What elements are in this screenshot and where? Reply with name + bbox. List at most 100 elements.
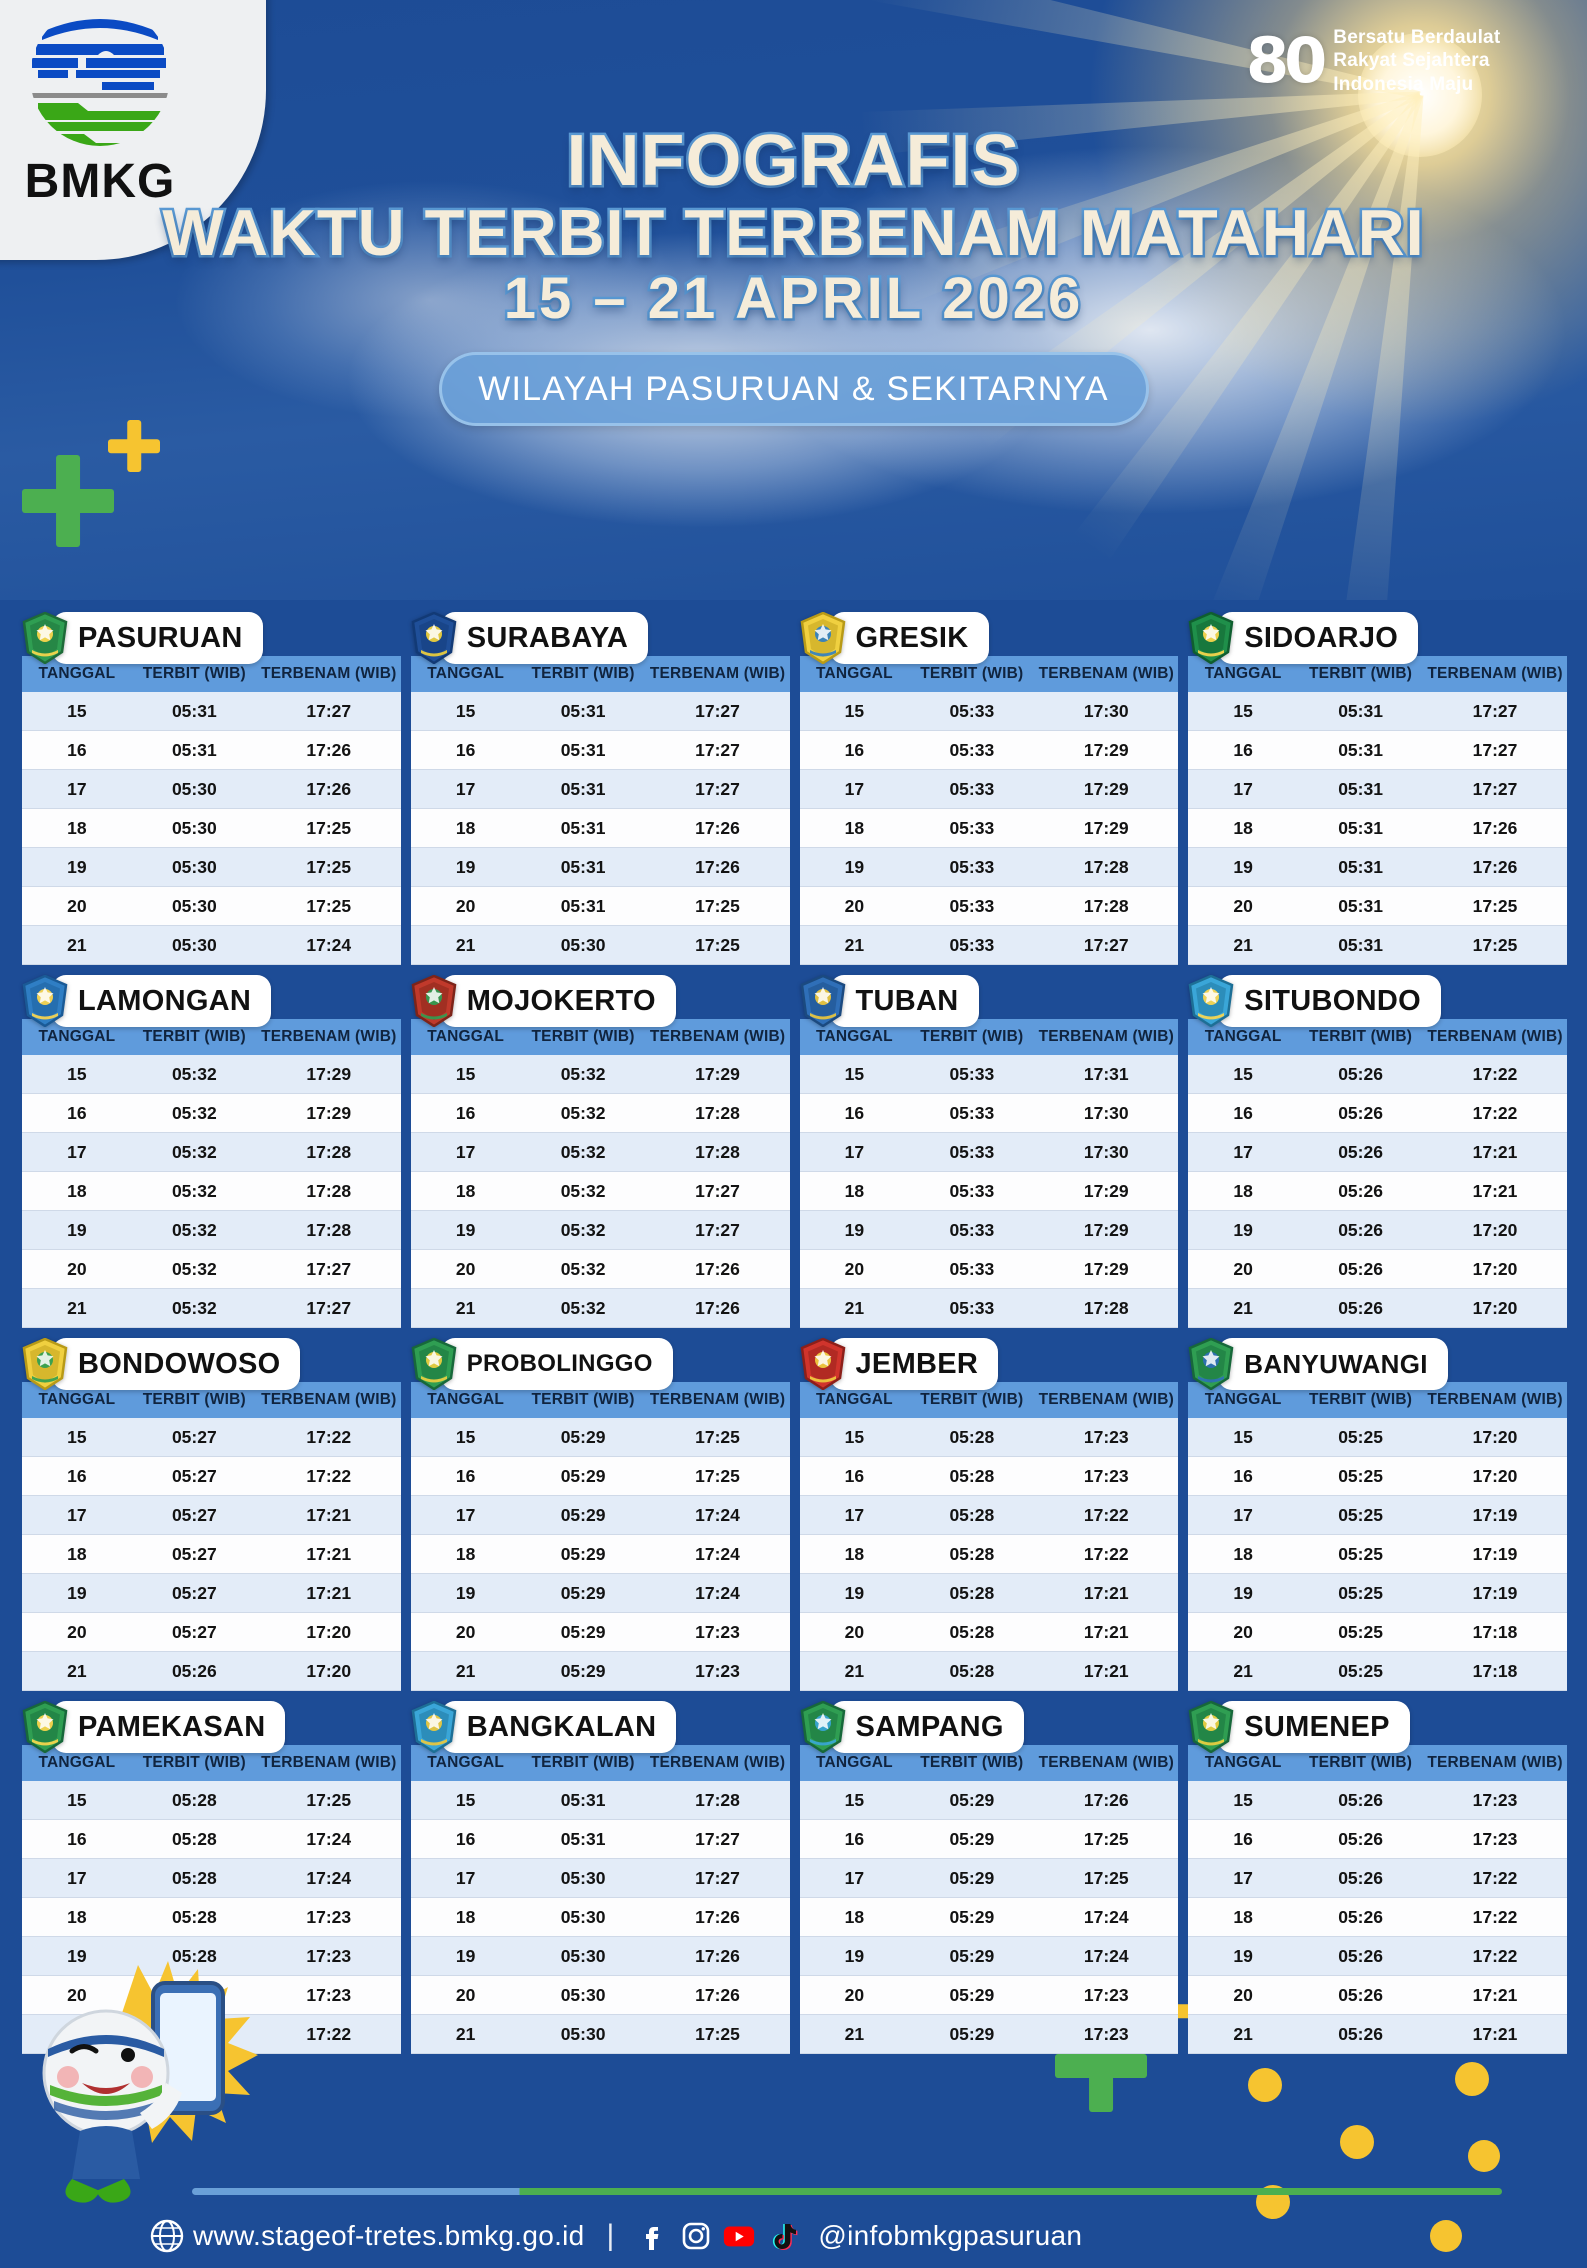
social-handle[interactable]: @infobmkgpasuruan bbox=[818, 2220, 1083, 2251]
region-name: SURABAYA bbox=[466, 621, 629, 654]
sunset-cell: 17:29 bbox=[1034, 730, 1179, 770]
sunset-cell: 17:25 bbox=[1034, 1858, 1179, 1898]
sunset-cell: 17:19 bbox=[1423, 1534, 1567, 1574]
sunrise-cell: 05:29 bbox=[909, 1975, 1035, 2015]
region-name: BONDOWOSO bbox=[78, 1347, 281, 1380]
sunrise-cell: 05:33 bbox=[909, 1093, 1035, 1133]
sun-times-table: TANGGAL TERBIT (WIB) TERBENAM (WIB) 15 05:33… bbox=[799, 656, 1179, 965]
sun-times-table: TANGGAL TERBIT (WIB) TERBENAM (WIB) 15 05:32… bbox=[22, 1019, 401, 1328]
sunrise-cell: 05:31 bbox=[520, 692, 646, 731]
region-name-pill: TUBAN bbox=[829, 975, 979, 1027]
table-row: 16 05:33 17:30 bbox=[799, 1093, 1179, 1133]
sunrise-cell: 05:33 bbox=[909, 808, 1035, 848]
sunset-cell: 17:28 bbox=[645, 1132, 790, 1172]
sunrise-cell: 05:26 bbox=[1298, 1819, 1424, 1859]
date-cell: 17 bbox=[1188, 1495, 1299, 1535]
date-cell: 17 bbox=[799, 769, 910, 809]
youtube-icon[interactable] bbox=[722, 2219, 756, 2253]
sun-times-table: TANGGAL TERBIT (WIB) TERBENAM (WIB) 15 05:29… bbox=[410, 1382, 790, 1691]
date-cell: 16 bbox=[22, 1093, 132, 1133]
table-row: 18 05:31 17:26 bbox=[410, 808, 790, 848]
sunset-cell: 17:27 bbox=[645, 1819, 790, 1859]
sunset-cell: 17:22 bbox=[1423, 1055, 1567, 1094]
date-cell: 20 bbox=[410, 1975, 521, 2015]
sunset-cell: 17:24 bbox=[256, 1858, 401, 1898]
date-cell: 19 bbox=[22, 1936, 132, 1976]
sun-times-table: TANGGAL TERBIT (WIB) TERBENAM (WIB) 15 05:31… bbox=[1188, 656, 1567, 965]
sunset-cell: 17:24 bbox=[256, 925, 401, 965]
sunrise-cell: 05:31 bbox=[1298, 692, 1424, 731]
sunset-cell: 17:29 bbox=[256, 1093, 401, 1133]
region-card: PASURUAN TANGGAL TERBIT (WIB) TERBENAM (WIB… bbox=[22, 610, 401, 965]
region-name: GRESIK bbox=[855, 621, 969, 654]
date-cell: 19 bbox=[410, 847, 521, 887]
date-cell: 21 bbox=[1188, 1651, 1299, 1691]
anniversary-line-3: Indonesia Maju bbox=[1333, 73, 1474, 95]
region-name: SAMPANG bbox=[855, 1710, 1004, 1743]
date-cell: 18 bbox=[410, 1897, 521, 1937]
date-cell: 17 bbox=[799, 1495, 910, 1535]
sun-times-table: TANGGAL TERBIT (WIB) TERBENAM (WIB) 15 05:31… bbox=[22, 656, 401, 965]
sun-times-table: TANGGAL TERBIT (WIB) TERBENAM (WIB) 15 05:33… bbox=[799, 1019, 1179, 1328]
table-row: 15 05:26 17:22 bbox=[1188, 1055, 1567, 1094]
sunrise-cell: 05:31 bbox=[1298, 925, 1424, 965]
anniversary-badge: 80 Bersatu Berdaulat Rakyat Sejahtera In… bbox=[1246, 26, 1500, 96]
sunset-cell: 17:21 bbox=[1034, 1573, 1179, 1613]
table-row: 19 05:33 17:28 bbox=[799, 847, 1179, 887]
region-card: LAMONGAN TANGGAL TERBIT (WIB) TERBENAM (WIB… bbox=[22, 973, 401, 1328]
sunrise-cell: 05:31 bbox=[520, 847, 646, 887]
table-row: 16 05:33 17:29 bbox=[799, 730, 1179, 770]
table-row: 17 05:30 17:26 bbox=[22, 769, 401, 809]
date-cell: 18 bbox=[22, 808, 132, 848]
date-cell: 20 bbox=[410, 886, 521, 926]
sunrise-cell: 05:30 bbox=[131, 847, 257, 887]
date-cell: 20 bbox=[799, 1249, 910, 1289]
table-row: 17 05:31 17:27 bbox=[1188, 769, 1567, 809]
sunrise-cell: 05:33 bbox=[909, 1249, 1035, 1289]
sunset-cell: 17:25 bbox=[1423, 886, 1567, 926]
sunrise-cell: 05:29 bbox=[909, 2014, 1035, 2054]
title-line-2: WAKTU TERBIT TERBENAM MATAHARI bbox=[160, 196, 1426, 270]
date-cell: 20 bbox=[799, 886, 910, 926]
sunset-cell: 17:26 bbox=[645, 847, 790, 887]
table-row: 18 05:33 17:29 bbox=[799, 1171, 1179, 1211]
region-card-header: SUMENEP bbox=[1188, 1699, 1410, 1755]
date-cell: 18 bbox=[410, 1171, 521, 1211]
sunset-cell: 17:27 bbox=[645, 1171, 790, 1211]
region-card: MOJOKERTO TANGGAL TERBIT (WIB) TERBENAM (WI… bbox=[410, 973, 790, 1328]
sunrise-cell: 05:26 bbox=[1298, 1858, 1424, 1898]
sunset-cell: 17:25 bbox=[256, 847, 401, 887]
table-row: 18 05:29 17:24 bbox=[799, 1897, 1179, 1937]
sunrise-cell: 05:29 bbox=[909, 1936, 1035, 1976]
sunset-cell: 17:23 bbox=[1034, 1456, 1179, 1496]
sunset-cell: 17:21 bbox=[1423, 1975, 1567, 2015]
facebook-icon[interactable] bbox=[636, 2219, 670, 2253]
region-card-header: LAMONGAN bbox=[22, 973, 272, 1029]
sunset-cell: 17:29 bbox=[1034, 1249, 1179, 1289]
sunrise-cell: 05:29 bbox=[520, 1612, 646, 1652]
col-header-date: TANGGAL bbox=[22, 656, 132, 692]
sunrise-cell: 05:28 bbox=[909, 1573, 1035, 1613]
date-cell: 18 bbox=[410, 808, 521, 848]
table-row: 15 05:33 17:30 bbox=[799, 692, 1179, 731]
sunrise-cell: 05:25 bbox=[1298, 1573, 1424, 1613]
date-cell: 21 bbox=[410, 925, 521, 965]
website-url[interactable]: www.stageof-tretes.bmkg.go.id bbox=[193, 2220, 585, 2251]
date-cell: 17 bbox=[1188, 769, 1299, 809]
table-row: 16 05:31 17:27 bbox=[410, 730, 790, 770]
sunset-cell: 17:30 bbox=[1034, 1132, 1179, 1172]
instagram-icon[interactable] bbox=[679, 2219, 713, 2253]
sun-times-table: TANGGAL TERBIT (WIB) TERBENAM (WIB) 15 05:31… bbox=[410, 1745, 790, 2054]
region-card-header: SITUBONDO bbox=[1188, 973, 1441, 1029]
region-card: SITUBONDO TANGGAL TERBIT (WIB) TERBENAM (WI… bbox=[1188, 973, 1567, 1328]
table-row: 17 05:31 17:27 bbox=[410, 769, 790, 809]
sunset-cell: 17:22 bbox=[256, 1418, 401, 1457]
table-row: 18 05:31 17:26 bbox=[1188, 808, 1567, 848]
date-cell: 17 bbox=[799, 1858, 910, 1898]
date-cell: 15 bbox=[410, 1418, 521, 1457]
tiktok-icon[interactable] bbox=[765, 2219, 799, 2253]
sunrise-cell: 05:33 bbox=[909, 1171, 1035, 1211]
date-cell: 18 bbox=[799, 1897, 910, 1937]
sun-times-table: TANGGAL TERBIT (WIB) TERBENAM (WIB) 15 05:29… bbox=[799, 1745, 1179, 2054]
table-row: 19 05:31 17:26 bbox=[1188, 847, 1567, 887]
